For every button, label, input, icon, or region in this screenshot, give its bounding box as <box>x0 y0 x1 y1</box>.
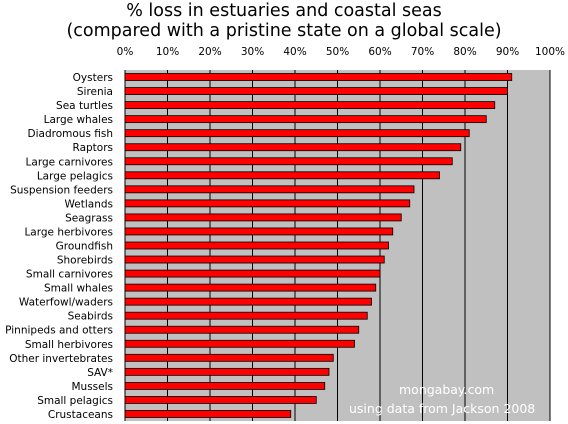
bar <box>124 297 372 306</box>
category-label: Wetlands <box>65 198 114 210</box>
bar <box>124 171 440 180</box>
category-label: Small pelagics <box>37 395 113 407</box>
category-labels: Oysters Sirenia Sea turtles Large whales Dia… <box>5 72 113 421</box>
category-label: Small carnivores <box>26 269 113 281</box>
bar <box>124 73 513 81</box>
x-tick-label: 70% <box>411 46 434 58</box>
bar <box>124 101 496 109</box>
category-label: Sirenia <box>77 86 113 98</box>
x-tick-label: 30% <box>241 46 264 58</box>
bar <box>124 199 411 208</box>
category-label: Waterfowl/waders <box>19 297 113 309</box>
category-label: Diadromous fish <box>28 128 113 140</box>
bar <box>124 129 470 138</box>
category-label: Pinnipeds and otters <box>5 325 113 337</box>
bars <box>124 73 513 418</box>
category-label: Large carnivores <box>26 156 113 168</box>
x-tick-label: 20% <box>198 46 221 58</box>
category-label: Large herbivores <box>24 226 113 238</box>
category-label: Seagrass <box>65 212 113 224</box>
bar <box>124 410 292 418</box>
chart-title-line-2: (compared with a pristine state on a glo… <box>66 21 502 41</box>
bar <box>124 227 394 236</box>
category-label: Suspension feeders <box>10 184 113 196</box>
category-label: Small whales <box>44 283 113 295</box>
chart-title-line-1: % loss in estuaries and coastal seas <box>126 1 442 21</box>
category-label: Mussels <box>71 381 113 393</box>
x-tick-label: 50% <box>326 46 349 58</box>
credit: mongabay.com using data from Jackson 200… <box>349 382 535 416</box>
bar <box>124 157 453 166</box>
bar <box>124 241 389 250</box>
bar <box>124 367 330 376</box>
bar <box>124 269 381 278</box>
category-label: Groundfish <box>56 241 113 253</box>
credit-line-2: using data from Jackson 2008 <box>349 401 535 416</box>
category-label: Shorebirds <box>57 255 113 267</box>
category-label: Large whales <box>44 114 113 126</box>
category-label: Other invertebrates <box>9 353 113 365</box>
chart-title: % loss in estuaries and coastal seas (co… <box>0 1 568 41</box>
credit-line-1: mongabay.com <box>399 382 494 397</box>
bar <box>124 115 487 124</box>
bar <box>124 283 377 292</box>
category-label: Crustaceans <box>48 409 113 421</box>
x-tick-label: 0% <box>117 46 134 58</box>
category-label: Small herbivores <box>25 339 113 351</box>
bar <box>124 353 334 362</box>
x-tick-label: 10% <box>156 46 179 58</box>
category-label: SAV* <box>87 367 113 379</box>
category-label: Seabirds <box>68 311 113 323</box>
bar <box>124 143 462 152</box>
bar <box>124 185 415 194</box>
bar <box>124 311 368 320</box>
bar <box>124 255 385 264</box>
bar <box>124 396 317 404</box>
x-axis-ticks: 0% 10% 20% 30% 40% 50% 60% 70% 80% 90% 100% <box>117 46 565 58</box>
bar <box>124 339 355 348</box>
category-label: Oysters <box>73 72 113 84</box>
x-tick-label: 40% <box>283 46 306 58</box>
bar <box>124 213 402 222</box>
x-tick-label: 80% <box>453 46 476 58</box>
x-tick-label: 60% <box>368 46 391 58</box>
category-label: Sea turtles <box>56 100 113 112</box>
bar <box>124 87 508 95</box>
category-label: Large pelagics <box>37 170 113 182</box>
category-label: Raptors <box>73 142 114 154</box>
bar <box>124 381 326 390</box>
x-tick-label: 100% <box>535 46 565 58</box>
bar <box>124 325 360 334</box>
x-tick-label: 90% <box>496 46 519 58</box>
